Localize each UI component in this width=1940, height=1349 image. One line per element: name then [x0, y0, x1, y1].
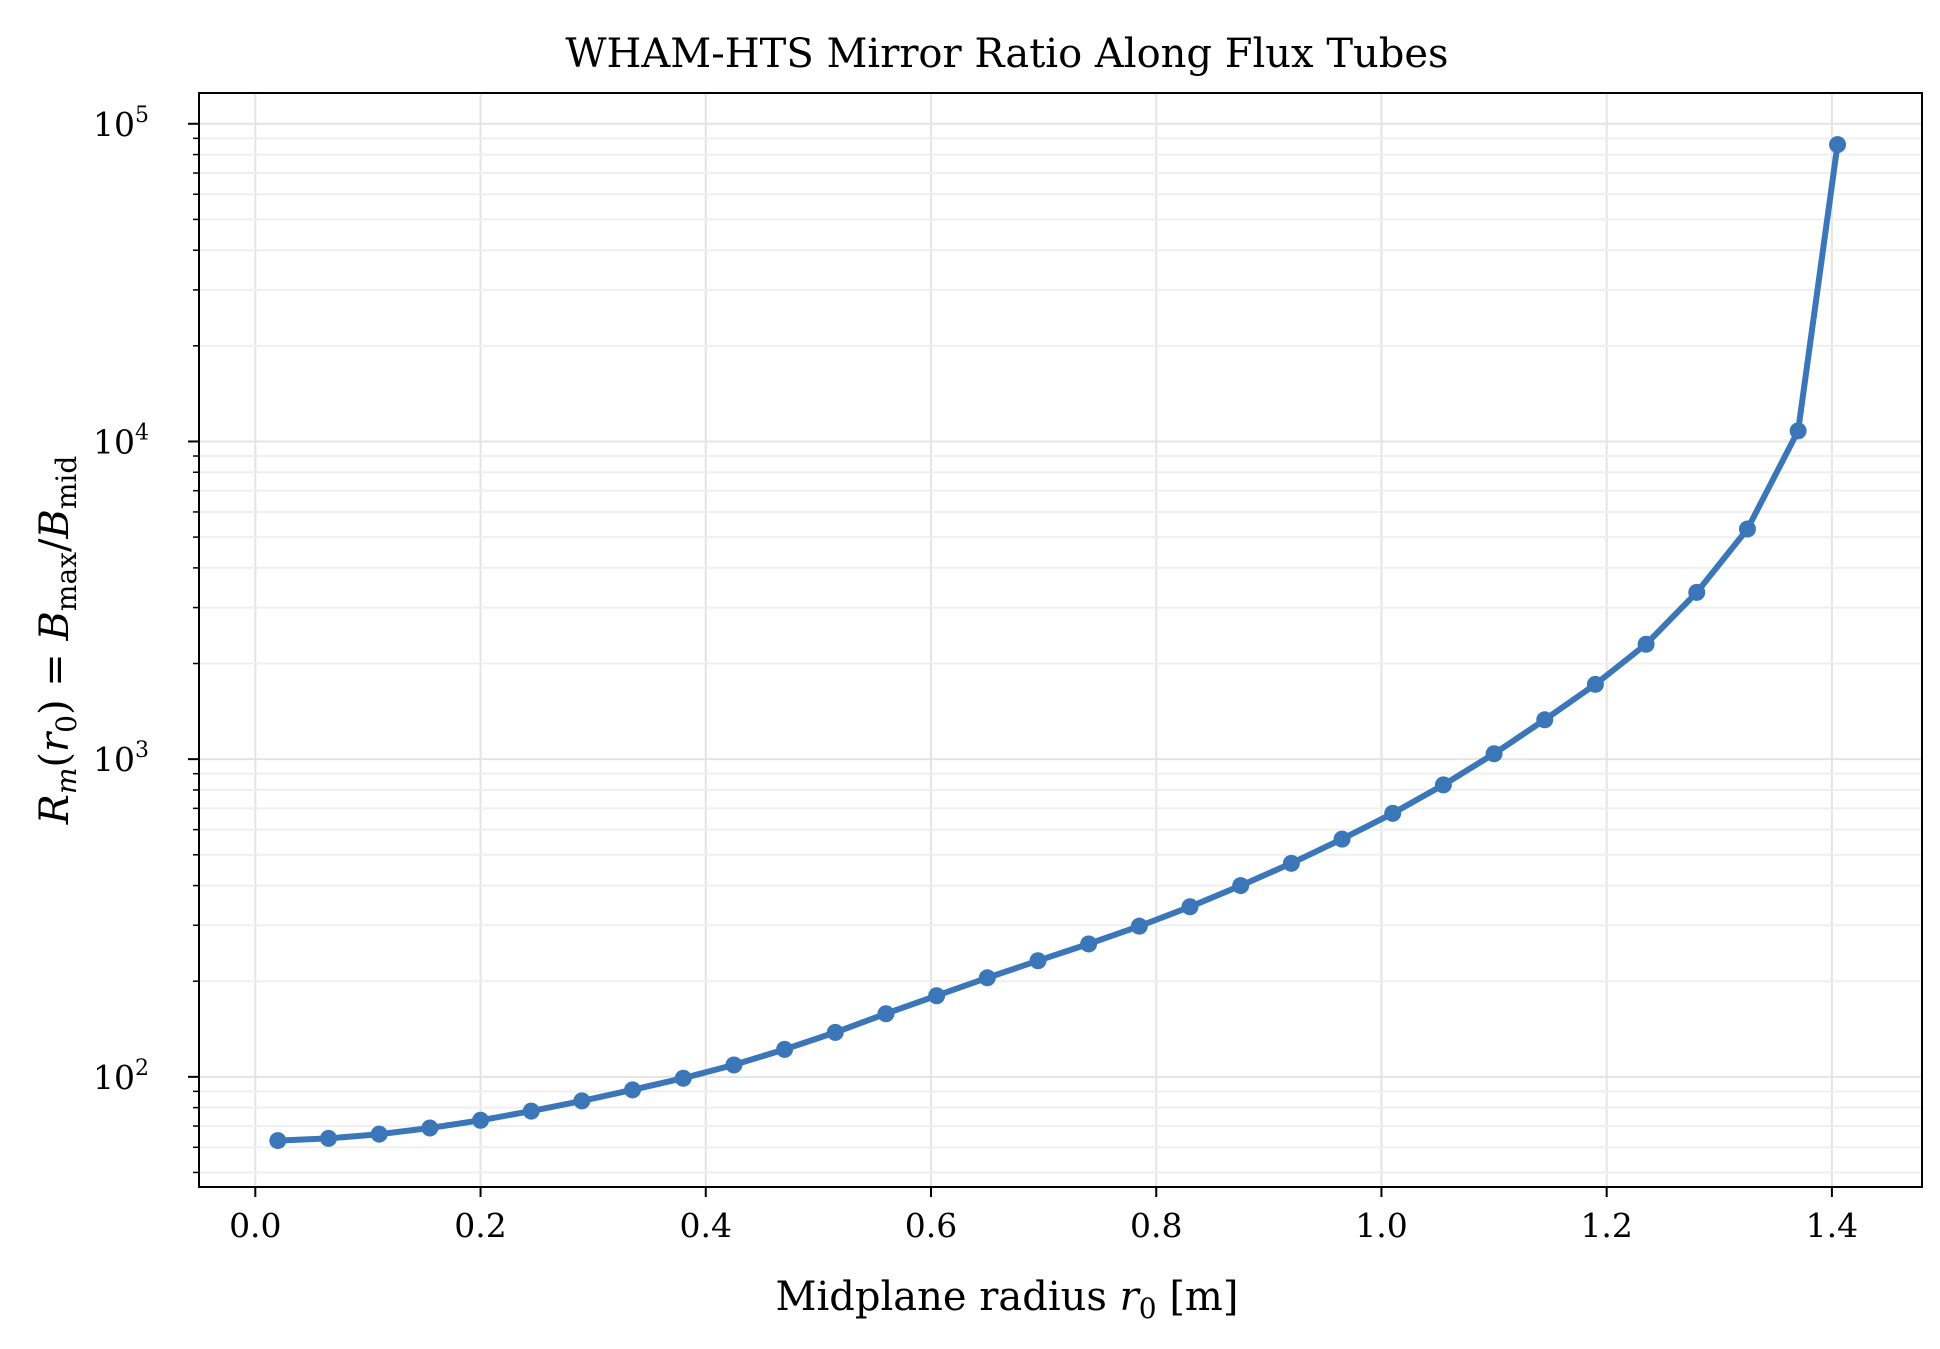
y-tick-label: 105: [93, 103, 149, 144]
data-point: [1536, 711, 1554, 729]
data-point: [1181, 898, 1199, 916]
x-axis-label: Midplane radius r0 [m]: [776, 1274, 1239, 1325]
x-tick-label: 1.0: [1355, 1206, 1407, 1245]
y-axis-label: Rm(r0) = Bmax/Bmid: [32, 456, 83, 826]
data-point: [1789, 422, 1807, 440]
series-line: [274, 141, 1841, 1144]
chart-title: WHAM-HTS Mirror Ratio Along Flux Tubes: [565, 31, 1448, 77]
data-point: [573, 1092, 591, 1110]
x-tick-label: 0.6: [905, 1206, 957, 1245]
data-point: [1130, 917, 1148, 935]
data-point: [1333, 830, 1351, 848]
y-tick-label: 104: [93, 420, 149, 461]
data-point: [1485, 745, 1503, 763]
data-point: [320, 1129, 338, 1147]
data-point: [725, 1056, 743, 1074]
data-point: [776, 1040, 794, 1058]
data-point: [1688, 583, 1706, 601]
data-point: [1029, 952, 1047, 970]
grid-lines: [199, 93, 1922, 1187]
x-tick-label: 0.4: [680, 1206, 732, 1245]
data-point: [269, 1132, 287, 1150]
y-tick-label: 102: [93, 1056, 149, 1097]
data-point: [1738, 520, 1756, 538]
x-tick-label: 1.4: [1806, 1206, 1858, 1245]
data-point: [1829, 136, 1847, 154]
data-point: [674, 1069, 692, 1087]
x-tick-label: 0.2: [454, 1206, 506, 1245]
data-point: [1080, 935, 1098, 953]
axis-ticks: 0.0 0.2 0.4 0.6 0.8 1.0 1.2 1.4 102 103 104 105: [93, 103, 1858, 1245]
x-tick-label: 1.2: [1580, 1206, 1632, 1245]
data-point: [1282, 854, 1300, 872]
data-point: [421, 1119, 439, 1137]
plot-frame: [198, 92, 1923, 1188]
data-point: [1637, 635, 1655, 653]
data-point: [877, 1005, 895, 1023]
data-point: [1232, 877, 1250, 895]
data-point: [928, 987, 946, 1005]
x-tick-label: 0.8: [1130, 1206, 1182, 1245]
data-point: [1586, 675, 1604, 693]
y-tick-label: 103: [93, 738, 149, 779]
data-point: [826, 1023, 844, 1041]
data-point: [472, 1111, 490, 1129]
data-point: [1384, 804, 1402, 822]
data-point: [624, 1081, 642, 1099]
x-tick-label: 0.0: [229, 1206, 281, 1245]
data-series: [269, 136, 1847, 1150]
data-point: [978, 969, 996, 987]
data-point: [370, 1125, 388, 1143]
data-point: [522, 1102, 540, 1120]
data-point: [1434, 776, 1452, 794]
